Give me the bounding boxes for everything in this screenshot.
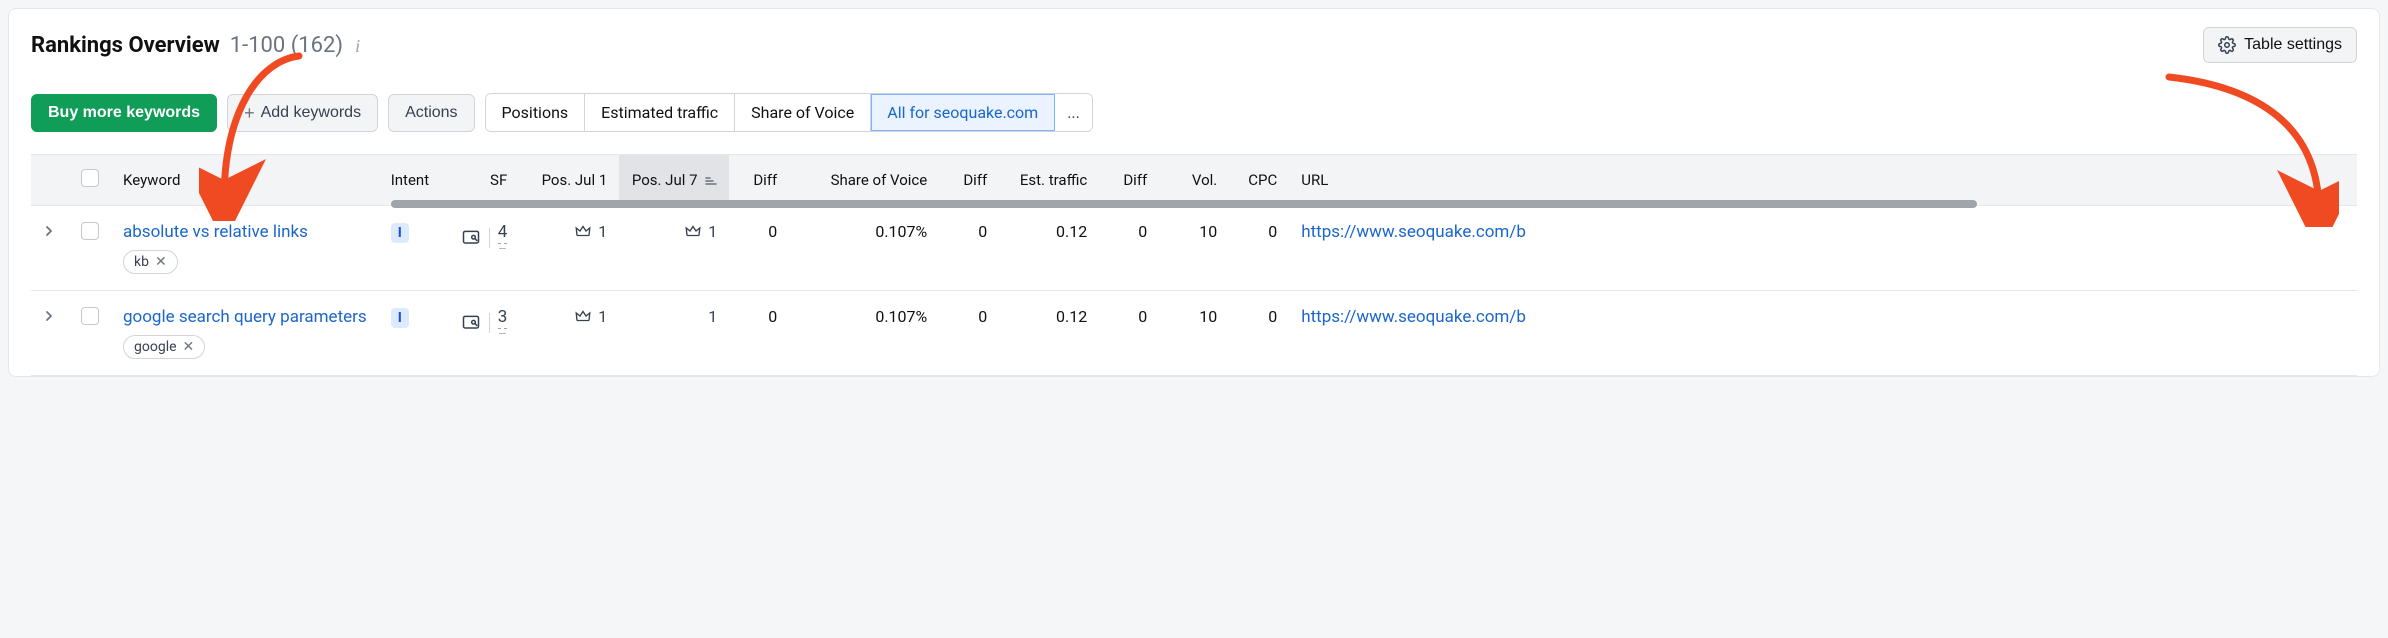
sf-sub: -- (499, 327, 506, 339)
keyword-tag[interactable]: google ✕ (123, 335, 205, 359)
tag-remove-icon[interactable]: ✕ (183, 339, 195, 355)
pos-jul7-value: 1 (708, 307, 717, 326)
add-keywords-label: Add keywords (261, 104, 362, 122)
row-checkbox[interactable] (81, 307, 99, 325)
tag-remove-icon[interactable]: ✕ (155, 254, 167, 270)
keyword-tag[interactable]: kb ✕ (123, 250, 178, 274)
range-text: 1-100 (230, 33, 286, 58)
keyword-link[interactable]: google search query parameters (123, 307, 367, 327)
col-intent[interactable]: Intent (379, 155, 449, 206)
est-traffic-value: 0.12 (999, 291, 1099, 376)
serp-features-icon (461, 228, 481, 248)
page-title: Rankings Overview (31, 33, 220, 58)
tag-label: kb (134, 254, 149, 270)
sort-asc-icon (705, 171, 717, 189)
total-text: (162) (291, 33, 343, 58)
buy-keywords-button[interactable]: Buy more keywords (31, 94, 217, 132)
rankings-table: Keyword Intent SF Pos. Jul 1 Pos. Jul 7 … (31, 154, 2357, 376)
table-row: google search query parameters google ✕ I 3-… (31, 291, 2357, 376)
col-est-traffic[interactable]: Est. traffic (999, 155, 1099, 206)
add-keywords-button[interactable]: + Add keywords (227, 94, 378, 132)
buy-keywords-label: Buy more keywords (48, 104, 200, 122)
col-cpc[interactable]: CPC (1229, 155, 1289, 206)
header-row: Rankings Overview 1-100 (162) i Table se… (31, 27, 2357, 63)
col-sf[interactable]: SF (449, 155, 520, 206)
view-tabs: Positions Estimated traffic Share of Voi… (485, 93, 1093, 132)
volume-value: 10 (1159, 291, 1229, 376)
col-pos-jul7-label: Pos. Jul 7 (632, 171, 698, 189)
col-pos-jul7[interactable]: Pos. Jul 7 (619, 155, 729, 206)
share-of-voice-value: 0.107% (789, 206, 939, 291)
separator (489, 313, 490, 333)
tag-label: google (134, 339, 177, 355)
rankings-card: Rankings Overview 1-100 (162) i Table se… (8, 8, 2380, 377)
col-diff-2[interactable]: Diff (939, 155, 999, 206)
table-settings-label: Table settings (2244, 36, 2342, 54)
col-expand (31, 155, 69, 206)
actions-label: Actions (405, 104, 457, 122)
table-wrap: Keyword Intent SF Pos. Jul 1 Pos. Jul 7 … (31, 154, 2357, 376)
expand-row-icon[interactable] (43, 222, 57, 241)
cpc-value: 0 (1229, 206, 1289, 291)
url-link[interactable]: https://www.seoquake.com/b (1301, 307, 1526, 327)
col-url[interactable]: URL (1289, 155, 2357, 206)
serp-features-icon (461, 313, 481, 333)
title-wrap: Rankings Overview 1-100 (162) i (31, 33, 360, 58)
table-row: absolute vs relative linkskb✕I4--1100.10… (31, 206, 2357, 291)
expand-row-icon[interactable] (43, 307, 57, 326)
diff-value: 0 (1099, 206, 1159, 291)
sf-cell[interactable]: 3-- (461, 307, 508, 339)
table-settings-button[interactable]: Table settings (2203, 27, 2357, 63)
toolbar: Buy more keywords + Add keywords Actions… (31, 93, 2357, 132)
diff-value: 0 (729, 206, 789, 291)
cpc-value: 0 (1229, 291, 1289, 376)
title-range: 1-100 (162) (230, 33, 343, 58)
col-diff-3[interactable]: Diff (1099, 155, 1159, 206)
url-link[interactable]: https://www.seoquake.com/b (1301, 222, 1526, 242)
pos-jul1-value: 1 (574, 307, 607, 326)
info-icon[interactable]: i (355, 36, 360, 57)
tab-share-of-voice[interactable]: Share of Voice (735, 94, 871, 131)
diff-value: 0 (729, 291, 789, 376)
volume-value: 10 (1159, 206, 1229, 291)
col-checkbox-header (69, 155, 111, 206)
col-pos-jul1[interactable]: Pos. Jul 1 (519, 155, 619, 206)
diff-value: 0 (1099, 291, 1159, 376)
col-volume[interactable]: Vol. (1159, 155, 1229, 206)
pos-jul7-value: 1 (684, 222, 717, 241)
gear-icon (2218, 36, 2236, 54)
diff-value: 0 (939, 291, 999, 376)
tab-estimated-traffic[interactable]: Estimated traffic (585, 94, 735, 131)
tab-more[interactable]: ... (1055, 94, 1092, 131)
select-all-checkbox[interactable] (81, 169, 99, 187)
crown-icon (684, 222, 702, 241)
sf-sub: -- (499, 242, 506, 254)
intent-badge: I (391, 223, 409, 243)
pos-jul1-value: 1 (574, 222, 607, 241)
tab-all-for-domain[interactable]: All for seoquake.com (871, 94, 1055, 131)
actions-button[interactable]: Actions (388, 94, 474, 132)
horizontal-scroll-thumb[interactable] (391, 200, 1977, 208)
col-keyword[interactable]: Keyword (111, 155, 379, 206)
plus-icon: + (244, 104, 255, 122)
crown-icon (574, 307, 592, 326)
keyword-link[interactable]: absolute vs relative links (123, 222, 308, 242)
est-traffic-value: 0.12 (999, 206, 1099, 291)
tab-positions[interactable]: Positions (486, 94, 586, 131)
row-checkbox[interactable] (81, 222, 99, 240)
col-diff-1[interactable]: Diff (729, 155, 789, 206)
diff-value: 0 (939, 206, 999, 291)
crown-icon (574, 222, 592, 241)
separator (489, 228, 490, 248)
sf-cell[interactable]: 4-- (461, 222, 508, 254)
share-of-voice-value: 0.107% (789, 291, 939, 376)
intent-badge: I (391, 308, 409, 328)
col-share-of-voice[interactable]: Share of Voice (789, 155, 939, 206)
